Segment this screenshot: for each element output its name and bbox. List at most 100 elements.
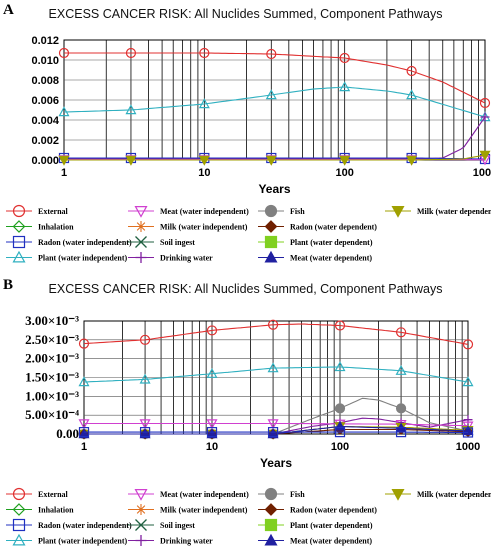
data-point [265,89,277,100]
legend-marker-icon [12,503,26,516]
data-point [78,419,90,430]
data-point [125,104,137,115]
data-point [206,428,218,439]
legend-marker-icon [135,236,147,248]
data-point [339,81,351,92]
data-point [265,155,277,166]
legend-label: Meat (water independent) [160,207,249,216]
y-tick-label: 0.00 [56,426,79,441]
data-point [58,155,70,166]
data-point [395,403,407,414]
legend-marker-icon [264,518,278,532]
legend-label: Plant (water dependent) [290,238,373,247]
panel-label-a: A [3,2,14,18]
chart-panel-a: A EXCESS CANCER RISK: All Nuclides Summe… [3,2,491,263]
legend-marker-icon [264,220,278,233]
data-point [78,427,90,438]
chart-panel-b: B EXCESS CANCER RISK: All Nuclides Summe… [0,275,491,550]
legend-marker-icon [134,489,148,501]
legend-marker-icon [264,250,278,263]
legend-label: Inhalation [38,223,74,232]
x-tick-label: 100 [335,167,353,179]
data-point [125,155,137,166]
data-point [462,376,474,387]
legend-marker-icon [12,533,26,546]
legend-label: Drinking water [160,254,213,263]
data-point [78,338,90,349]
data-point [462,427,474,438]
data-point [125,47,137,59]
x-tick-label: 10 [198,167,210,179]
chart-b-svg: 0.00 5.00×10⁻⁴ 1.00×10⁻³ 1.50×10⁻³ 2.00×10⁻³… [6,313,491,546]
y-tick-label: 2.00×10⁻³ [25,351,79,366]
legend-label: Radon (water independent) [38,238,132,247]
data-point [198,98,210,109]
y-tick-label: 5.00×10⁻⁴ [25,407,79,422]
data-point [78,376,90,387]
data-point [139,419,151,430]
legend-marker-icon [12,518,26,532]
chart-a-svg: 0.000 0.002 0.004 0.006 0.008 0.010 0.012 1 10 10… [6,35,491,263]
y-tick-label: 0.000 [31,155,59,167]
y-tick-label: 1.50×10⁻³ [25,370,79,385]
data-point [406,65,417,77]
legend-marker-icon [264,533,278,546]
y-tick-label: 0.006 [31,95,59,107]
data-point [198,155,210,166]
legend-marker-icon [12,250,26,263]
legend-marker-icon [391,206,405,218]
panel-label-b: B [3,277,14,293]
series-line-external [64,52,486,104]
legend-label: Radon (water dependent) [290,506,377,515]
data-point [199,47,210,59]
y-tick-label: 1.00×10⁻³ [25,388,79,403]
x-axis-title: Years [260,456,292,470]
data-point [206,427,218,438]
data-point [206,367,218,378]
legend-label: Plant (water dependent) [290,521,373,530]
legend-marker-icon [135,519,147,531]
data-point [395,327,407,338]
data-point [139,427,151,438]
legend-marker-icon [135,535,147,546]
data-point [334,427,346,438]
y-tick-label: 3.00×10⁻³ [25,313,79,328]
x-axis-title: Years [258,182,290,196]
legend-marker-icon [135,252,147,263]
legend-marker-icon [134,206,148,218]
x-tick-label: 1000 [456,441,480,453]
legend-marker-icon [264,503,278,516]
legend-label: Plant (water independent) [38,537,128,546]
data-point [267,427,279,438]
data-point [334,403,346,414]
legend-label: Milk (water dependent) [417,490,491,499]
x-tick-label: 1 [61,167,67,179]
legend-marker-icon [12,220,26,233]
legend-marker-icon [12,235,26,249]
x-tick-label: 1 [81,441,87,453]
legend: External Meat (water independent) Fish Milk… [6,204,491,263]
y-tick-label: 2.50×10⁻³ [25,332,79,347]
legend-marker-icon [12,487,26,501]
y-tick-label: 0.004 [31,115,59,127]
data-point [334,361,346,372]
data-point [139,334,151,345]
data-point [139,373,151,384]
data-point [462,339,474,350]
legend-label: Fish [290,490,305,499]
legend-label: Plant (water independent) [38,254,128,263]
data-point [266,48,277,60]
data-point [395,364,407,375]
data-point [406,89,418,100]
legend-label: Radon (water dependent) [290,223,377,232]
data-point [78,428,90,439]
legend-label: External [38,490,69,499]
legend-label: Milk (water dependent) [417,207,491,216]
legend-marker-icon [264,204,278,218]
legend: External Meat (water independent) Fish Milk… [6,487,491,546]
data-point [267,428,279,439]
series-group [58,47,491,166]
data-point [58,106,70,117]
data-point [406,155,418,166]
y-tick-label: 0.010 [31,55,59,67]
